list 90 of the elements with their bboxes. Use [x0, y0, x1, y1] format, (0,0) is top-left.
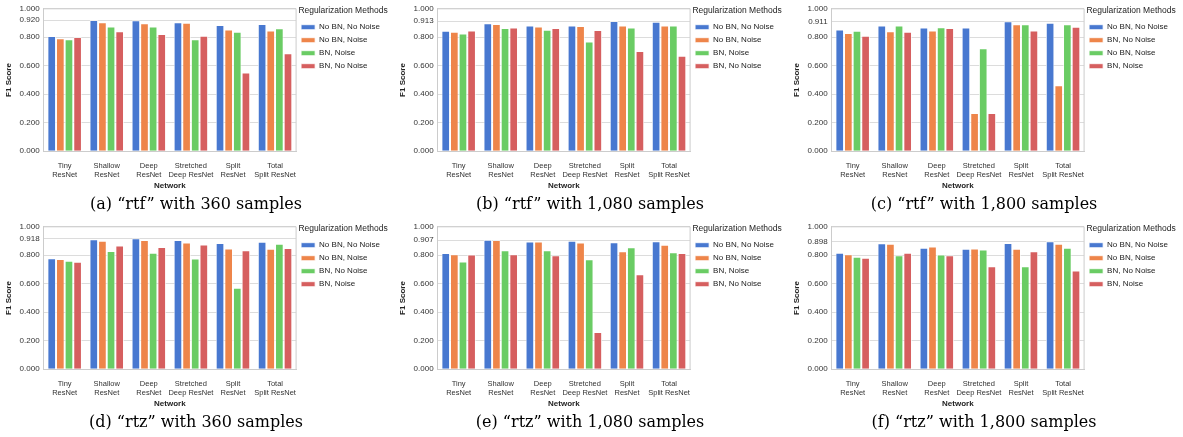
legend-label: BN, No Noise: [319, 61, 369, 71]
legend-label: BN, No Noise: [1107, 266, 1157, 276]
legend-label: No BN, No Noise: [1107, 22, 1169, 32]
legend-label: BN, Noise: [1107, 61, 1144, 71]
y-tick-label: 0.400: [19, 307, 41, 317]
y-tick-label: 0.913: [413, 16, 435, 26]
legend-label: BN, Noise: [713, 48, 750, 58]
legend-label: No BN, Noise: [319, 35, 369, 45]
legend-label: BN, No Noise: [713, 61, 763, 71]
y-tick-label: 1.000: [413, 4, 435, 13]
legend-title: Regularization Methods: [298, 222, 388, 233]
legend-label: No BN, Noise: [713, 253, 763, 263]
y-tick-label: 1.000: [19, 4, 41, 13]
text: (c) “rtf” with 1,800 samples: [870, 193, 1098, 213]
x-axis-title: Network: [548, 181, 581, 191]
y-tick-label: 0.898: [807, 236, 829, 246]
y-tick-label: 0.911: [808, 16, 829, 26]
x-axis-title: Network: [154, 181, 187, 191]
y-tick-label: 0.000: [19, 146, 41, 156]
y-tick-label: 0.800: [19, 250, 41, 260]
y-tick-label: 0.200: [807, 117, 829, 127]
y-tick-label: 0.000: [807, 146, 829, 156]
y-tick-label: 1.000: [413, 222, 435, 231]
legend-label: No BN, No Noise: [319, 240, 381, 250]
y-tick-label: 0.600: [413, 60, 435, 70]
text: (d) “rtz” with 360 samples: [89, 411, 303, 431]
y-axis-title: F1 Score: [4, 280, 13, 315]
legend-label: BN, No Noise: [1107, 35, 1157, 45]
text: (b) “rtf” with 1,080 samples: [476, 193, 704, 213]
y-tick-label: 0.200: [807, 335, 829, 345]
y-axis-title: F1 Score: [398, 280, 407, 315]
x-axis-title: Network: [942, 181, 975, 191]
x-axis-title: Network: [942, 399, 975, 409]
y-tick-label: 1.000: [19, 222, 41, 231]
y-tick-label: 1.000: [807, 4, 829, 13]
y-tick-label: 0.000: [413, 364, 435, 374]
legend-label: No BN, Noise: [713, 35, 763, 45]
y-tick-label: 0.200: [19, 335, 41, 345]
text: (a) “rtf” with 360 samples: [90, 193, 302, 213]
y-tick-label: 0.800: [413, 250, 435, 260]
y-tick-label: 0.800: [807, 32, 829, 42]
y-tick-label: 0.918: [19, 233, 41, 243]
y-tick-label: 0.920: [19, 15, 41, 25]
y-tick-label: 0.600: [807, 278, 829, 288]
y-axis-title: F1 Score: [792, 280, 801, 315]
legend-label: No BN, No Noise: [713, 240, 775, 250]
y-axis-title: F1 Score: [4, 62, 13, 97]
legend-title: Regularization Methods: [692, 4, 782, 15]
y-tick-label: 0.200: [413, 117, 435, 127]
legend-title: Regularization Methods: [1086, 222, 1176, 233]
y-tick-label: 0.800: [807, 250, 829, 260]
legend-label: No BN, Noise: [1107, 48, 1157, 58]
y-tick-label: 0.600: [19, 278, 41, 288]
y-tick-label: 0.000: [413, 146, 435, 156]
legend-label: BN, Noise: [713, 266, 750, 276]
text: (f) “rtz” with 1,800 samples: [871, 411, 1097, 431]
y-tick-label: 0.000: [807, 364, 829, 374]
legend-label: No BN, Noise: [1107, 253, 1157, 263]
y-tick-label: 0.400: [413, 89, 435, 99]
y-tick-label: 0.800: [413, 32, 435, 42]
y-axis-title: F1 Score: [792, 62, 801, 97]
legend-label: No BN, No Noise: [713, 22, 775, 32]
legend-label: No BN, No Noise: [1107, 240, 1169, 250]
y-tick-label: 0.907: [413, 235, 435, 245]
y-tick-label: 1.000: [807, 222, 829, 231]
legend-label: BN, Noise: [1107, 279, 1144, 289]
y-tick-label: 0.200: [413, 335, 435, 345]
y-tick-label: 0.600: [19, 60, 41, 70]
legend-label: No BN, Noise: [319, 253, 369, 263]
y-tick-label: 0.400: [807, 89, 829, 99]
legend-title: Regularization Methods: [692, 222, 782, 233]
y-tick-label: 0.800: [19, 32, 41, 42]
legend-label: BN, No Noise: [713, 279, 763, 289]
text: (e) “rtz” with 1,080 samples: [475, 411, 705, 431]
y-tick-label: 0.200: [19, 117, 41, 127]
legend-label: BN, Noise: [319, 279, 356, 289]
x-axis-title: Network: [548, 399, 581, 409]
legend-label: BN, No Noise: [319, 266, 369, 276]
y-tick-label: 0.600: [413, 278, 435, 288]
y-axis-title: F1 Score: [398, 62, 407, 97]
x-axis-title: Network: [154, 399, 187, 409]
y-tick-label: 0.400: [19, 89, 41, 99]
legend-title: Regularization Methods: [1086, 4, 1176, 15]
legend-title: Regularization Methods: [298, 4, 388, 15]
legend-label: BN, Noise: [319, 48, 356, 58]
y-tick-label: 0.000: [19, 364, 41, 374]
y-tick-label: 0.400: [807, 307, 829, 317]
y-tick-label: 0.600: [807, 60, 829, 70]
legend-label: No BN, No Noise: [319, 22, 381, 32]
y-tick-label: 0.400: [413, 307, 435, 317]
